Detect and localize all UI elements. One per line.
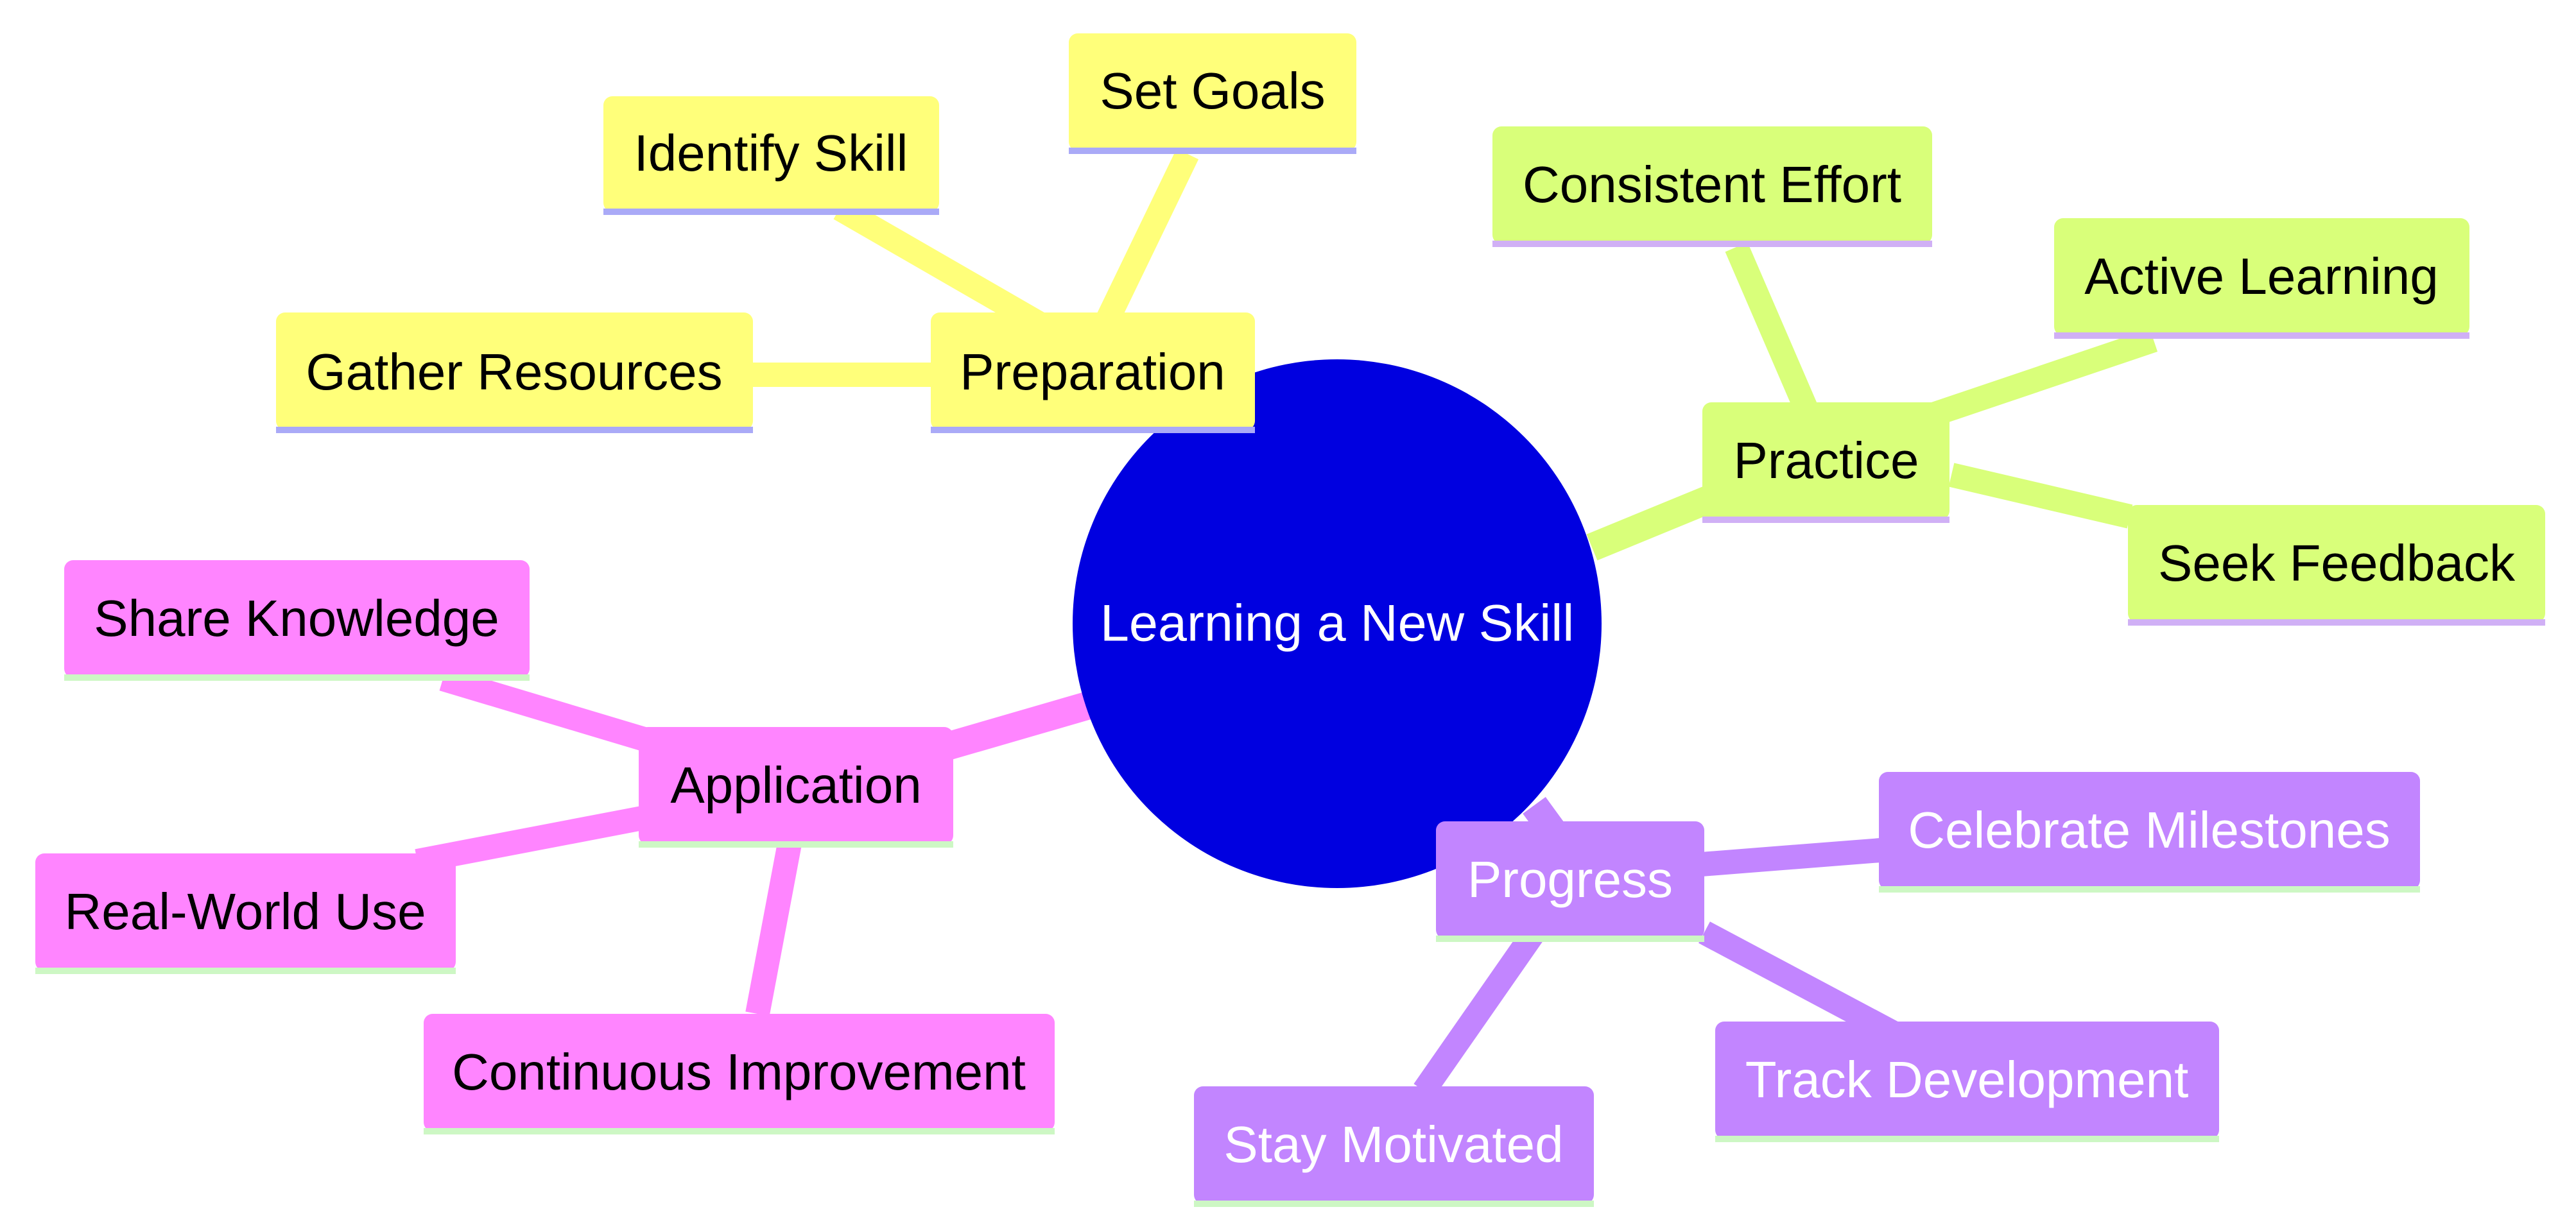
edge-application-share-knowledge [439, 667, 665, 757]
node-active-learning[interactable]: Active Learning [2054, 218, 2469, 339]
node-identify-skill[interactable]: Identify Skill [603, 96, 939, 215]
node-stay-motivated[interactable]: Stay Motivated [1194, 1086, 1594, 1207]
mindmap-edges [415, 148, 2158, 1098]
practice-node-label: Practice [1734, 432, 1919, 489]
node-real-world-use[interactable]: Real-World Use [35, 853, 456, 974]
celebrate-milestones-box [1879, 772, 2420, 889]
seek-feedback-box [2128, 505, 2545, 622]
set-goals-label: Set Goals [1100, 62, 1325, 119]
identify-skill-label: Identify Skill [634, 124, 908, 182]
progress-node-box [1436, 821, 1704, 939]
track-development-box [1715, 1022, 2219, 1139]
edge-preparation-identify-skill [833, 198, 1046, 335]
identify-skill-box [603, 96, 939, 212]
real-world-use-box [35, 853, 456, 971]
practice-node-box [1702, 402, 1949, 520]
gather-resources-box [276, 312, 753, 430]
node-consistent-effort[interactable]: Consistent Effort [1492, 126, 1932, 247]
seek-feedback-label: Seek Feedback [2158, 535, 2516, 592]
share-knowledge-box [64, 560, 530, 678]
branch-practice[interactable]: Practice [1702, 402, 1949, 523]
set-goals-box [1069, 33, 1356, 151]
node-share-knowledge[interactable]: Share Knowledge [64, 560, 530, 681]
node-gather-resources[interactable]: Gather Resources [276, 312, 753, 433]
root-circle [1073, 359, 1602, 888]
stay-motivated-box [1194, 1086, 1594, 1204]
real-world-use-label: Real-World Use [64, 883, 426, 940]
root-node[interactable]: Learning a New Skill [1073, 359, 1602, 888]
branch-progress[interactable]: Progress [1436, 821, 1704, 942]
preparation-node-label: Preparation [960, 343, 1225, 400]
stay-motivated-label: Stay Motivated [1223, 1116, 1563, 1173]
edge-practice-active-learning [1921, 329, 2158, 429]
branch-preparation[interactable]: Preparation [931, 312, 1255, 433]
celebrate-milestones-label: Celebrate Milestones [1908, 801, 2390, 859]
consistent-effort-box [1492, 126, 1932, 244]
node-seek-feedback[interactable]: Seek Feedback [2128, 505, 2545, 626]
share-knowledge-label: Share Knowledge [94, 590, 499, 647]
node-celebrate-milestones[interactable]: Celebrate Milestones [1879, 772, 2420, 893]
edge-practice-seek-feedback [1948, 463, 2133, 529]
edge-application-continuous-improvement [745, 841, 802, 1016]
node-track-development[interactable]: Track Development [1715, 1022, 2219, 1142]
edge-progress-celebrate-milestones [1700, 838, 1882, 877]
edge-application-real-world-use [415, 806, 644, 873]
continuous-improvement-box [424, 1014, 1055, 1131]
edge-practice-consistent-effort [1725, 242, 1819, 416]
application-node-label: Application [670, 757, 921, 814]
consistent-effort-label: Consistent Effort [1523, 156, 1901, 213]
edge-preparation-set-goals [1094, 148, 1199, 330]
edge-progress-stay-motivated [1413, 925, 1544, 1098]
node-continuous-improvement[interactable]: Continuous Improvement [424, 1014, 1055, 1134]
application-node-box [639, 727, 953, 844]
gather-resources-label: Gather Resources [306, 343, 722, 400]
root-label: Learning a New Skill [1100, 594, 1574, 652]
edge-progress-track-development [1699, 921, 1899, 1044]
active-learning-label: Active Learning [2084, 248, 2438, 305]
branch-application[interactable]: Application [639, 727, 953, 848]
preparation-node-box [931, 312, 1255, 430]
track-development-label: Track Development [1745, 1051, 2189, 1108]
active-learning-box [2054, 218, 2469, 336]
node-set-goals[interactable]: Set Goals [1069, 33, 1356, 154]
continuous-improvement-label: Continuous Improvement [452, 1043, 1026, 1100]
progress-node-label: Progress [1467, 851, 1673, 908]
